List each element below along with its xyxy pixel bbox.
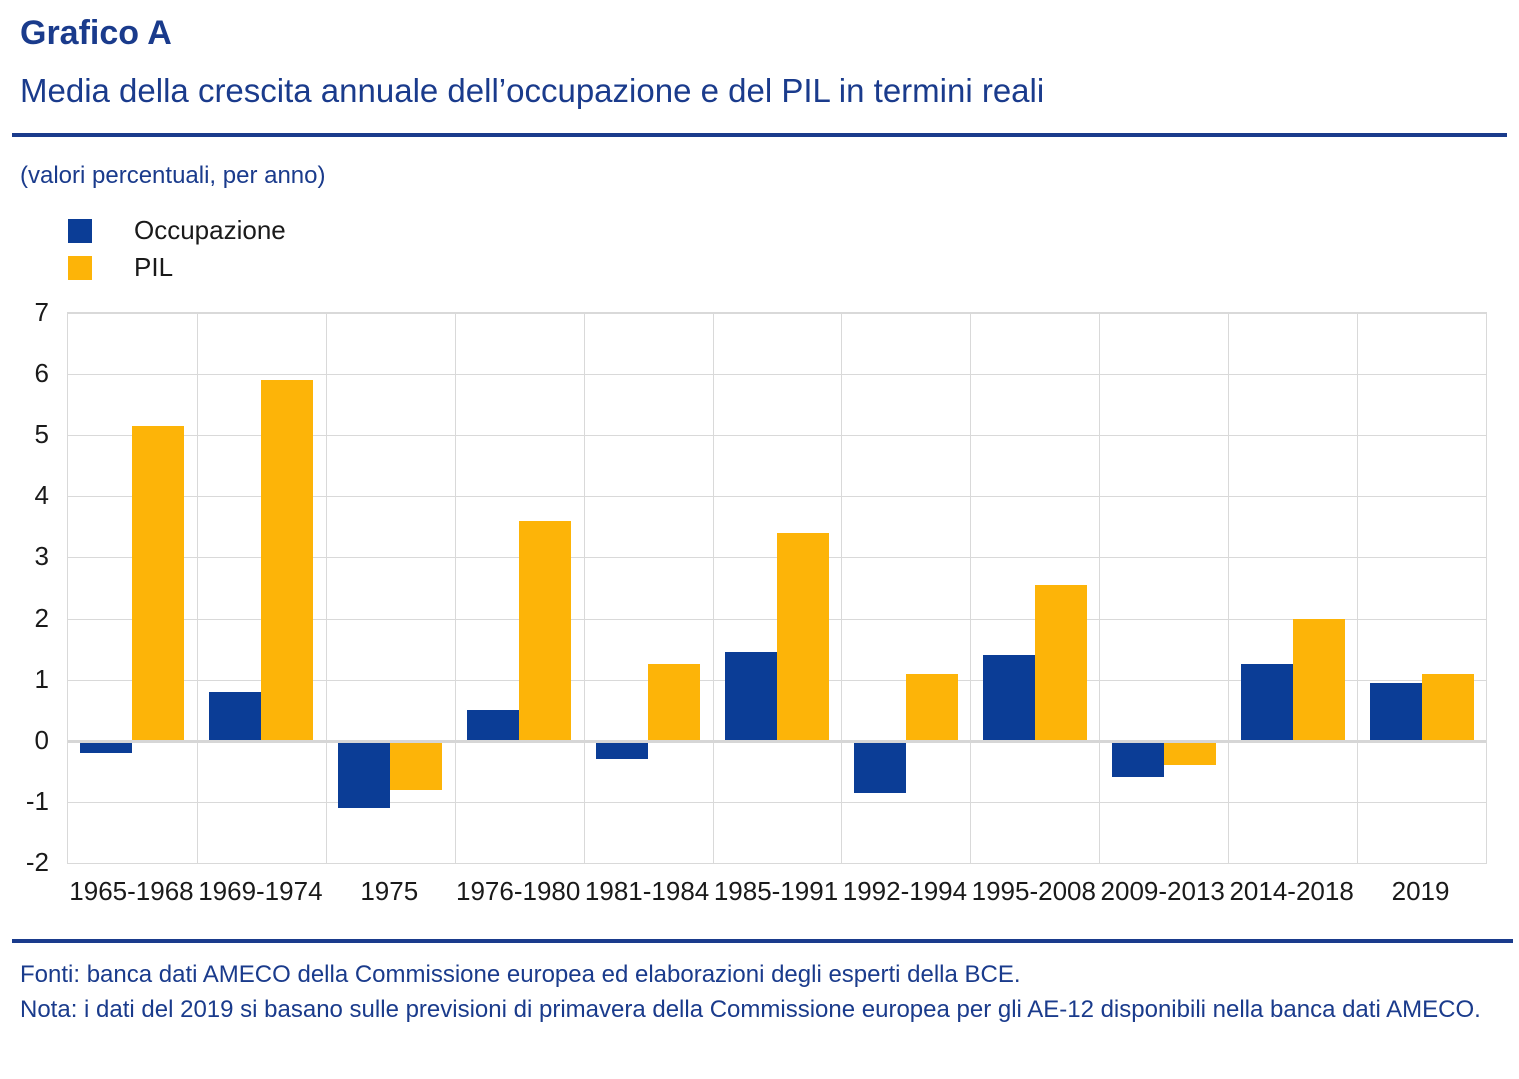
bar-occupazione-1992-1994 <box>853 740 906 793</box>
footnote: Nota: i dati del 2019 si basano sulle pr… <box>20 996 1481 1023</box>
bar-pil-1992-1994 <box>905 673 958 741</box>
bar-pil-1981-1984 <box>648 664 701 741</box>
x-tick-label: 1992-1994 <box>842 876 968 906</box>
chart-subtitle: Media della crescita annuale dell’occupa… <box>20 72 1045 109</box>
x-tick-label: 1995-2008 <box>971 876 1096 906</box>
x-tick-label: 1975 <box>360 876 419 906</box>
gridline-y-7 <box>68 313 1486 314</box>
legend-label-pil: PIL <box>134 252 174 282</box>
gridline-y-6 <box>68 374 1486 376</box>
x-tick-label: 1985-1991 <box>713 876 839 906</box>
gridline-x-8 <box>1099 313 1101 863</box>
legend-swatch-occupazione-icon <box>68 218 92 243</box>
x-tick-label: 2009-2013 <box>1100 876 1225 906</box>
bar-pil-1965-1968 <box>132 426 185 741</box>
legend: Occupazione PIL <box>68 212 286 286</box>
legend-item-occupazione: Occupazione <box>68 212 286 249</box>
bar-pil-2014-2018 <box>1292 618 1345 741</box>
bar-pil-1975 <box>390 740 443 790</box>
bar-occupazione-1975 <box>338 740 391 808</box>
gridline-x-5 <box>712 313 714 863</box>
x-tick-label: 2019 <box>1391 876 1450 906</box>
bar-pil-1976-1980 <box>519 520 572 741</box>
y-tick-label: 1 <box>34 663 49 694</box>
gridline-x-9 <box>1228 313 1230 863</box>
unit-note: (valori percentuali, per anno) <box>20 162 326 189</box>
bar-pil-1995-2008 <box>1034 584 1087 741</box>
y-tick-label: -1 <box>25 785 49 816</box>
gridline-y--1 <box>68 801 1486 803</box>
footer: Fonti: banca dati AMECO della Commission… <box>20 957 1505 1027</box>
bar-pil-2019 <box>1421 673 1474 741</box>
x-axis-labels: 1965-1968 1969-1974 1975 1976-1980 1981-1984… <box>67 876 1485 912</box>
footer-divider <box>12 939 1513 943</box>
gridline-x-1 <box>196 313 198 863</box>
legend-swatch-pil-icon <box>68 255 92 280</box>
bar-pil-1969-1974 <box>261 380 314 741</box>
legend-label-occupazione: Occupazione <box>134 215 286 245</box>
gridline-x-6 <box>841 313 843 863</box>
x-tick-label: 1976-1980 <box>456 876 581 906</box>
x-tick-label: 1981-1984 <box>584 876 710 906</box>
y-tick-label: -2 <box>25 847 49 877</box>
x-tick-label: 1965-1968 <box>69 876 194 906</box>
bar-occupazione-1981-1984 <box>596 740 649 760</box>
gridline-x-7 <box>970 313 972 863</box>
gridline-y--2 <box>68 863 1486 864</box>
y-tick-label: 3 <box>34 541 49 572</box>
plot-area <box>67 312 1487 864</box>
gridline-x-3 <box>454 313 456 863</box>
y-tick-label: 6 <box>34 358 49 389</box>
gridline-y-4 <box>68 496 1486 498</box>
bar-occupazione-1985-1991 <box>725 652 777 741</box>
y-tick-label: 2 <box>34 602 49 633</box>
y-tick-label: 4 <box>34 480 49 511</box>
bar-occupazione-2014-2018 <box>1240 664 1293 741</box>
source-note: Fonti: banca dati AMECO della Commission… <box>20 961 1021 988</box>
gridline-y-5 <box>68 435 1486 437</box>
legend-item-pil: PIL <box>68 249 286 286</box>
y-tick-label: 5 <box>34 419 49 450</box>
zero-axis-line <box>68 739 1486 743</box>
bar-occupazione-1965-1968 <box>80 740 133 753</box>
gridline-x-10 <box>1357 313 1359 863</box>
header-divider <box>12 133 1507 137</box>
chart-title: Grafico A <box>20 14 172 52</box>
y-tick-label: 0 <box>34 724 49 755</box>
bar-occupazione-2009-2013 <box>1111 740 1164 778</box>
bar-occupazione-1995-2008 <box>982 655 1035 741</box>
bar-occupazione-1969-1974 <box>209 691 262 741</box>
gridline-x-4 <box>583 313 585 863</box>
bar-occupazione-1976-1980 <box>467 710 520 741</box>
gridline-x-2 <box>325 313 327 863</box>
y-tick-label: 7 <box>34 297 49 327</box>
x-tick-label: 2014-2018 <box>1229 876 1354 906</box>
bar-pil-2009-2013 <box>1163 740 1216 766</box>
bar-pil-1985-1991 <box>777 533 829 741</box>
y-axis-labels: 7 6 5 4 3 2 1 0 -1 -2 <box>0 299 55 875</box>
x-tick-label: 1969-1974 <box>198 876 323 906</box>
bar-occupazione-2019 <box>1369 682 1422 741</box>
